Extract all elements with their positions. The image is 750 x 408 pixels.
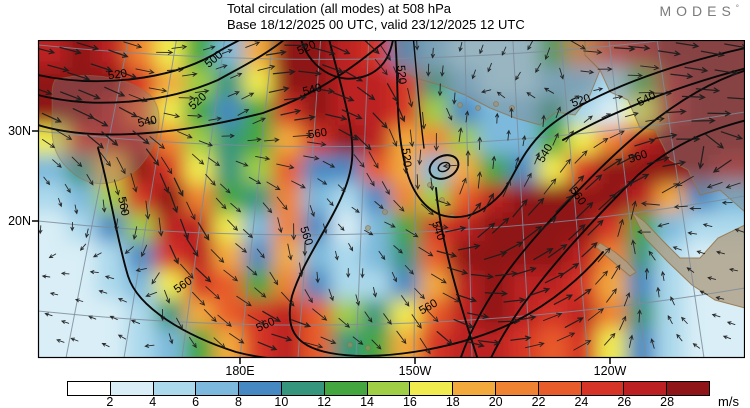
colorbar-cell <box>581 382 625 395</box>
modes-logo-degree: ° <box>735 3 739 13</box>
colorbar-cell <box>153 382 197 395</box>
map-canvas: 5005205205205205205205405405405405405605… <box>32 40 745 364</box>
colorbar-cell <box>239 382 282 395</box>
colorbar-tick-label: 26 <box>617 395 632 408</box>
land-overlay <box>51 40 745 351</box>
colorbar-cell <box>324 382 368 395</box>
lon-tick-label: 180E <box>225 364 255 378</box>
colorbar-tick-labels: 2 4 6 8 10 12 14 16 18 20 22 24 26 28 <box>67 395 710 408</box>
colorbar <box>67 381 710 396</box>
colorbar-unit-label: m/s <box>718 394 739 408</box>
modes-logo-text: MODES <box>659 3 736 19</box>
colorbar-tick-label: 6 <box>192 395 200 408</box>
colorbar-tick-label: 16 <box>402 395 417 408</box>
chart-subtitle: Base 18/12/2025 00 UTC, valid 23/12/2025… <box>227 16 525 32</box>
colorbar-tick-label: 8 <box>234 395 242 408</box>
colorbar-tick-label: 22 <box>531 395 546 408</box>
colorbar-cell <box>68 382 111 395</box>
colorbar-cell <box>110 382 154 395</box>
colorbar-tick-label: 28 <box>660 395 675 408</box>
contour-label: 520 <box>107 68 128 83</box>
lat-tick-label: 20N <box>8 214 31 228</box>
contour-label: 540 <box>302 82 324 98</box>
colorbar-tick-label: 24 <box>574 395 589 408</box>
contour-label: 520 <box>394 65 408 85</box>
wind-arrows-layer <box>38 40 745 355</box>
contour-label: 520 <box>570 92 592 109</box>
map-frame <box>32 40 745 364</box>
colorbar-cell <box>624 382 668 395</box>
contour-label: 520 <box>399 148 413 168</box>
chart-title: Total circulation (all modes) at 508 hPa <box>227 1 452 16</box>
colorbar-tick-label: 4 <box>149 395 157 408</box>
colorbar-tick-label: 14 <box>360 395 375 408</box>
lon-tick-label: 150W <box>398 364 432 378</box>
contour-label: 560 <box>627 148 649 165</box>
colorbar-cell <box>538 382 582 395</box>
colorbar-cell <box>367 382 411 395</box>
lat-tick-label: 30N <box>8 124 31 138</box>
colorbar-tick-label: 12 <box>317 395 332 408</box>
map-layers: 5005205205205205205205405405405405405605… <box>38 40 745 358</box>
colorbar-cell <box>667 382 709 395</box>
contour-label: 560 <box>307 127 328 142</box>
colorbar-tick-label: 2 <box>106 395 114 408</box>
colorbar-cell <box>196 382 240 395</box>
lon-tick-label: 120W <box>593 364 627 378</box>
modes-logo: MODES° <box>659 3 739 19</box>
contour-label: 560 <box>115 196 131 217</box>
colorbar-cell <box>410 382 454 395</box>
colorbar-tick-label: 10 <box>274 395 289 408</box>
chart-title-block: Total circulation (all modes) at 508 hPa… <box>227 1 525 32</box>
colorbar-cell <box>495 382 539 395</box>
colorbar-tick-label: 20 <box>488 395 503 408</box>
contour-label: 560 <box>297 225 314 247</box>
colorbar-cell <box>453 382 496 395</box>
colorbar-tick-label: 18 <box>445 395 460 408</box>
colorbar-cell <box>281 382 325 395</box>
